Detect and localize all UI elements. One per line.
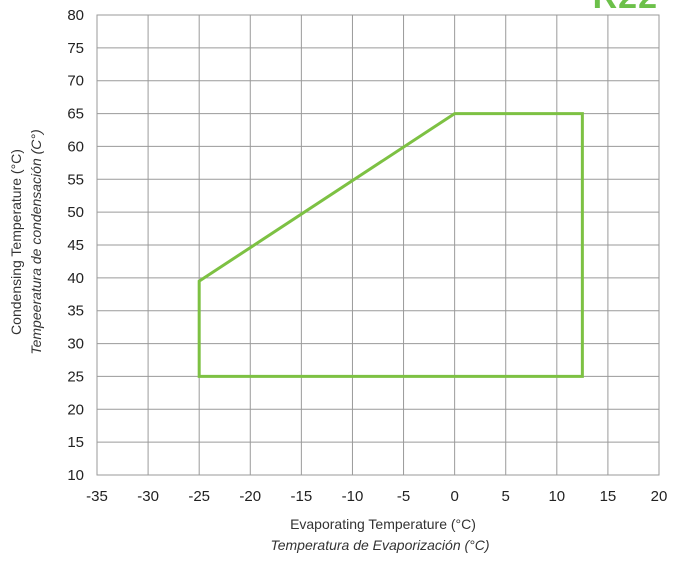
y-tick-label: 40 bbox=[67, 270, 84, 287]
x-tick-label: 20 bbox=[651, 488, 668, 505]
x-tick-label: 10 bbox=[548, 488, 565, 505]
x-tick-label: -25 bbox=[188, 488, 210, 505]
operating-envelope-line bbox=[197, 112, 584, 378]
y-tick-label: 25 bbox=[67, 368, 84, 385]
series-layer bbox=[197, 112, 584, 378]
brand-logo: R22 bbox=[578, 0, 676, 14]
x-tick-label: -15 bbox=[291, 488, 313, 505]
y-axis-subtitle: Tempeeratura de condensación (C°) bbox=[28, 129, 44, 354]
x-tick-label: 5 bbox=[502, 488, 510, 505]
y-axis-title: Condensing Temperature (°C) bbox=[8, 149, 24, 335]
y-tick-label: 50 bbox=[67, 204, 84, 221]
brand-logo-text: R22 bbox=[578, 0, 676, 14]
plot-area bbox=[96, 14, 660, 476]
x-axis-subtitle: Temperatura de Evaporización (°C) bbox=[270, 537, 489, 553]
x-tick-label: 0 bbox=[450, 488, 458, 505]
y-tick-label: 55 bbox=[67, 171, 84, 188]
x-axis-title: Evaporating Temperature (°C) bbox=[290, 516, 476, 532]
y-tick-label: 10 bbox=[67, 467, 84, 484]
y-tick-label: 45 bbox=[67, 237, 84, 254]
x-tick-label: -5 bbox=[397, 488, 410, 505]
x-tick-label: -10 bbox=[342, 488, 364, 505]
y-tick-label: 70 bbox=[67, 73, 84, 90]
y-tick-label: 15 bbox=[67, 434, 84, 451]
y-tick-label: 30 bbox=[67, 336, 84, 353]
y-axis-ticks: 10 15 20 25 30 35 40 45 50 55 60 65 70 75 80 bbox=[67, 7, 84, 484]
x-axis-ticks: -35 -30 -25 -20 -15 -10 -5 0 5 10 15 20 bbox=[86, 488, 667, 505]
grid bbox=[96, 14, 660, 476]
y-tick-label: 20 bbox=[67, 401, 84, 418]
y-tick-label: 80 bbox=[67, 7, 84, 24]
y-tick-label: 35 bbox=[67, 303, 84, 320]
x-tick-label: -35 bbox=[86, 488, 108, 505]
y-tick-label: 60 bbox=[67, 138, 84, 155]
x-tick-label: -30 bbox=[137, 488, 159, 505]
y-tick-label: 75 bbox=[67, 40, 84, 57]
x-tick-label: -20 bbox=[239, 488, 261, 505]
x-tick-label: 15 bbox=[600, 488, 617, 505]
y-tick-label: 65 bbox=[67, 106, 84, 123]
